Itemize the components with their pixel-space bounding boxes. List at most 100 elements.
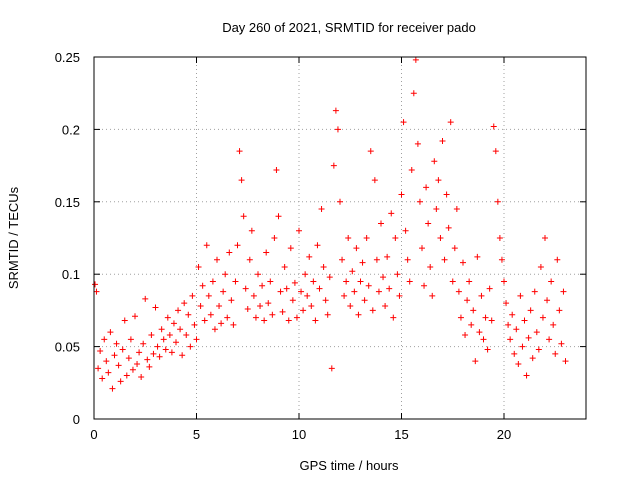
data-point (306, 253, 313, 260)
data-point (97, 347, 104, 354)
data-point (408, 166, 415, 173)
data-point (371, 177, 378, 184)
data-point (222, 271, 229, 278)
data-point (326, 274, 333, 281)
data-point (531, 288, 538, 295)
data-point (293, 314, 300, 321)
data-point (195, 263, 202, 270)
data-point (347, 303, 354, 310)
data-point (232, 278, 239, 285)
data-point (380, 274, 387, 281)
data-point (443, 191, 450, 198)
data-point (447, 119, 454, 126)
data-point (175, 307, 182, 314)
data-point (250, 292, 257, 299)
data-point (220, 288, 227, 295)
data-point (330, 162, 337, 169)
data-point (406, 278, 413, 285)
data-point (476, 329, 483, 336)
data-point (265, 300, 272, 307)
data-point (148, 332, 155, 339)
data-point (457, 314, 464, 321)
data-point (435, 177, 442, 184)
x-tick-label: 5 (193, 427, 200, 442)
data-point (150, 350, 157, 357)
data-point (168, 349, 175, 356)
data-point (226, 249, 233, 256)
data-point (238, 177, 245, 184)
data-point (429, 292, 436, 299)
data-point (197, 303, 204, 310)
x-tick-label: 0 (90, 427, 97, 442)
data-point (248, 227, 255, 234)
data-point (453, 206, 460, 213)
data-point (111, 352, 118, 359)
data-point (318, 206, 325, 213)
data-point (445, 224, 452, 231)
data-point (228, 297, 235, 304)
data-point (400, 119, 407, 126)
data-point (154, 343, 161, 350)
data-point (554, 256, 561, 263)
data-point (416, 198, 423, 205)
data-point (363, 235, 370, 241)
data-point (113, 340, 120, 347)
data-point (185, 311, 192, 318)
data-point (244, 305, 251, 312)
data-point (316, 285, 323, 292)
data-point (505, 321, 512, 328)
x-tick-label: 20 (497, 427, 511, 442)
data-point (277, 288, 284, 295)
data-points (92, 56, 569, 392)
data-point (170, 320, 177, 327)
data-point (142, 295, 149, 302)
data-point (402, 227, 409, 234)
y-tick-label: 0.05 (55, 340, 80, 355)
data-point (209, 278, 216, 285)
data-point (107, 329, 114, 336)
data-point (546, 336, 553, 343)
data-point (322, 297, 329, 304)
data-point (291, 279, 298, 286)
data-point (472, 358, 479, 365)
data-point (146, 363, 153, 370)
data-point (138, 374, 145, 381)
data-point (310, 278, 317, 285)
data-point (160, 336, 167, 343)
data-point (334, 126, 341, 133)
x-axis-label: GPS time / hours (300, 458, 399, 473)
data-point (449, 278, 456, 285)
data-point (281, 263, 288, 270)
data-point (105, 369, 112, 376)
data-point (181, 300, 188, 307)
data-point (503, 300, 510, 307)
data-point (99, 375, 106, 382)
data-point (388, 210, 395, 217)
data-point (328, 365, 335, 372)
data-point (544, 297, 551, 304)
data-point (419, 245, 425, 252)
data-point (480, 336, 487, 343)
data-point (287, 245, 294, 252)
data-point (164, 314, 171, 321)
data-point (507, 336, 514, 343)
data-point (211, 326, 218, 333)
data-point (425, 220, 432, 227)
data-point (357, 278, 364, 285)
plot-frame (93, 56, 587, 420)
data-point (384, 253, 391, 260)
data-point (488, 317, 495, 324)
data-point (386, 285, 393, 292)
data-point (492, 148, 499, 155)
data-point (117, 378, 124, 385)
data-point (312, 317, 319, 324)
data-point (296, 227, 302, 234)
data-point (252, 314, 259, 321)
data-point (519, 343, 526, 350)
data-point (152, 304, 159, 311)
data-point (414, 140, 421, 147)
data-point (404, 256, 411, 263)
data-point (523, 372, 530, 379)
data-point (359, 259, 366, 266)
data-point (285, 317, 292, 324)
